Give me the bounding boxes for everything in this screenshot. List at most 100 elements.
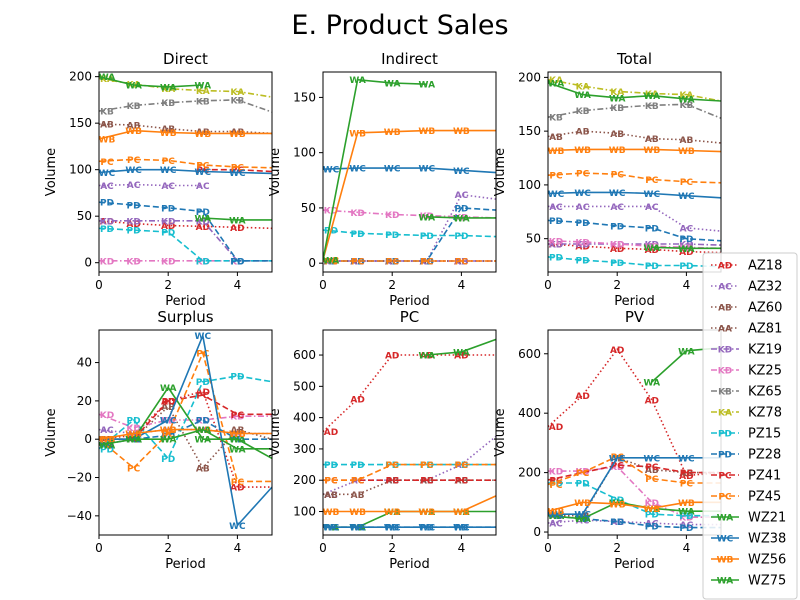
- data-label: KA: [576, 82, 590, 92]
- y-tick-label: 0: [533, 525, 541, 539]
- y-tick-label: 500: [293, 379, 316, 393]
- data-label: PD: [100, 225, 114, 235]
- data-label: AC: [127, 430, 141, 440]
- data-label: AB: [324, 257, 338, 267]
- data-label: PC: [549, 172, 563, 182]
- data-label: KD: [230, 257, 244, 267]
- x-tick-label: 0: [544, 278, 552, 292]
- data-label: WB: [160, 426, 177, 436]
- data-label: PC: [324, 257, 338, 267]
- data-label: PC: [576, 469, 590, 479]
- data-label: AD: [324, 257, 338, 267]
- data-label: WA: [644, 378, 661, 388]
- data-label: PD: [420, 232, 434, 242]
- data-label: AD: [161, 397, 175, 407]
- data-label: WC: [125, 436, 142, 446]
- data-label: PD: [454, 461, 468, 471]
- data-label: WC: [349, 524, 366, 534]
- data-label: PD: [324, 524, 338, 534]
- data-label: PD: [610, 496, 624, 506]
- data-label: WA: [678, 508, 695, 518]
- data-label: PC: [386, 461, 400, 471]
- x-axis-label: Period: [165, 294, 206, 309]
- x-tick-label: 2: [613, 278, 621, 292]
- data-label: WA: [453, 508, 470, 518]
- data-label: AC: [324, 491, 338, 501]
- data-label: PD: [420, 524, 434, 534]
- data-label: KB: [645, 102, 659, 112]
- data-label: PD: [679, 512, 693, 522]
- data-label: WC: [323, 166, 340, 176]
- x-axis-label: Period: [614, 294, 655, 309]
- legend-item: WB WZ56: [711, 553, 786, 568]
- data-label: KD: [385, 257, 399, 267]
- data-label: WB: [609, 500, 626, 510]
- legend-marker: WA: [717, 577, 734, 587]
- y-tick-label: 0: [84, 256, 92, 270]
- data-label: WA: [644, 244, 661, 254]
- data-label: PD: [385, 524, 399, 534]
- series-line-kz19: [548, 243, 721, 246]
- data-label: WB: [678, 147, 695, 157]
- legend-label: AZ18: [748, 259, 782, 274]
- data-label: WB: [323, 256, 340, 266]
- data-label: WC: [609, 454, 626, 464]
- series-line-wz38: [548, 456, 721, 516]
- data-label: AC: [420, 477, 434, 487]
- data-label: PC: [100, 436, 114, 446]
- data-label: PC: [576, 170, 590, 180]
- data-label: AD: [385, 257, 399, 267]
- data-label: PC: [576, 469, 590, 479]
- data-label: PD: [576, 257, 590, 267]
- y-tick-label: 150: [518, 124, 541, 138]
- legend-label: KZ65: [748, 385, 782, 400]
- data-label: PC: [231, 478, 245, 488]
- data-label: AD: [575, 392, 589, 402]
- data-label: KA: [549, 76, 563, 86]
- data-label: WB: [678, 499, 695, 509]
- data-label: WC: [160, 417, 177, 427]
- data-label: WA: [644, 92, 661, 102]
- y-tick-label: −40: [67, 509, 92, 523]
- data-label: AD: [350, 395, 364, 405]
- data-label: PD: [127, 436, 141, 446]
- series-line-az60: [99, 123, 272, 135]
- plot-frame: [98, 329, 273, 536]
- data-label: WB: [548, 508, 565, 518]
- data-label: AB: [100, 121, 114, 131]
- data-label: AC: [680, 521, 694, 531]
- data-label: WB: [643, 146, 660, 156]
- data-label: KD: [454, 257, 468, 267]
- data-label: WA: [195, 426, 212, 436]
- data-label: WA: [384, 508, 401, 518]
- data-label: AC: [645, 203, 659, 213]
- x-tick-label: 4: [683, 278, 691, 292]
- legend-item: WA WZ75: [711, 574, 786, 589]
- data-label: PD: [196, 378, 210, 388]
- x-axis-label: Period: [389, 557, 430, 572]
- data-label: WA: [678, 95, 695, 105]
- data-label: AD: [126, 220, 140, 230]
- x-tick-label: 4: [458, 278, 466, 292]
- data-label: AD: [549, 241, 563, 251]
- data-label: WA: [453, 348, 470, 358]
- data-label: PD: [645, 262, 659, 272]
- data-label: PD: [420, 461, 434, 471]
- data-label: KA: [679, 91, 693, 101]
- x-tick-label: 0: [544, 541, 552, 555]
- data-label: AC: [100, 182, 114, 192]
- data-label: AD: [645, 396, 659, 406]
- data-label: KD: [610, 241, 624, 251]
- data-label: AB: [454, 257, 468, 267]
- y-tick-label: 50: [526, 232, 541, 246]
- legend-item: AB AZ60: [711, 301, 782, 316]
- data-label: KD: [126, 257, 140, 267]
- x-tick-label: 2: [388, 541, 396, 555]
- data-label: PD: [161, 432, 175, 442]
- data-label: AC: [680, 224, 694, 234]
- y-tick-label: 200: [69, 70, 92, 84]
- data-label: KD: [161, 257, 175, 267]
- data-label: KD: [575, 241, 589, 251]
- data-label: PD: [324, 257, 338, 267]
